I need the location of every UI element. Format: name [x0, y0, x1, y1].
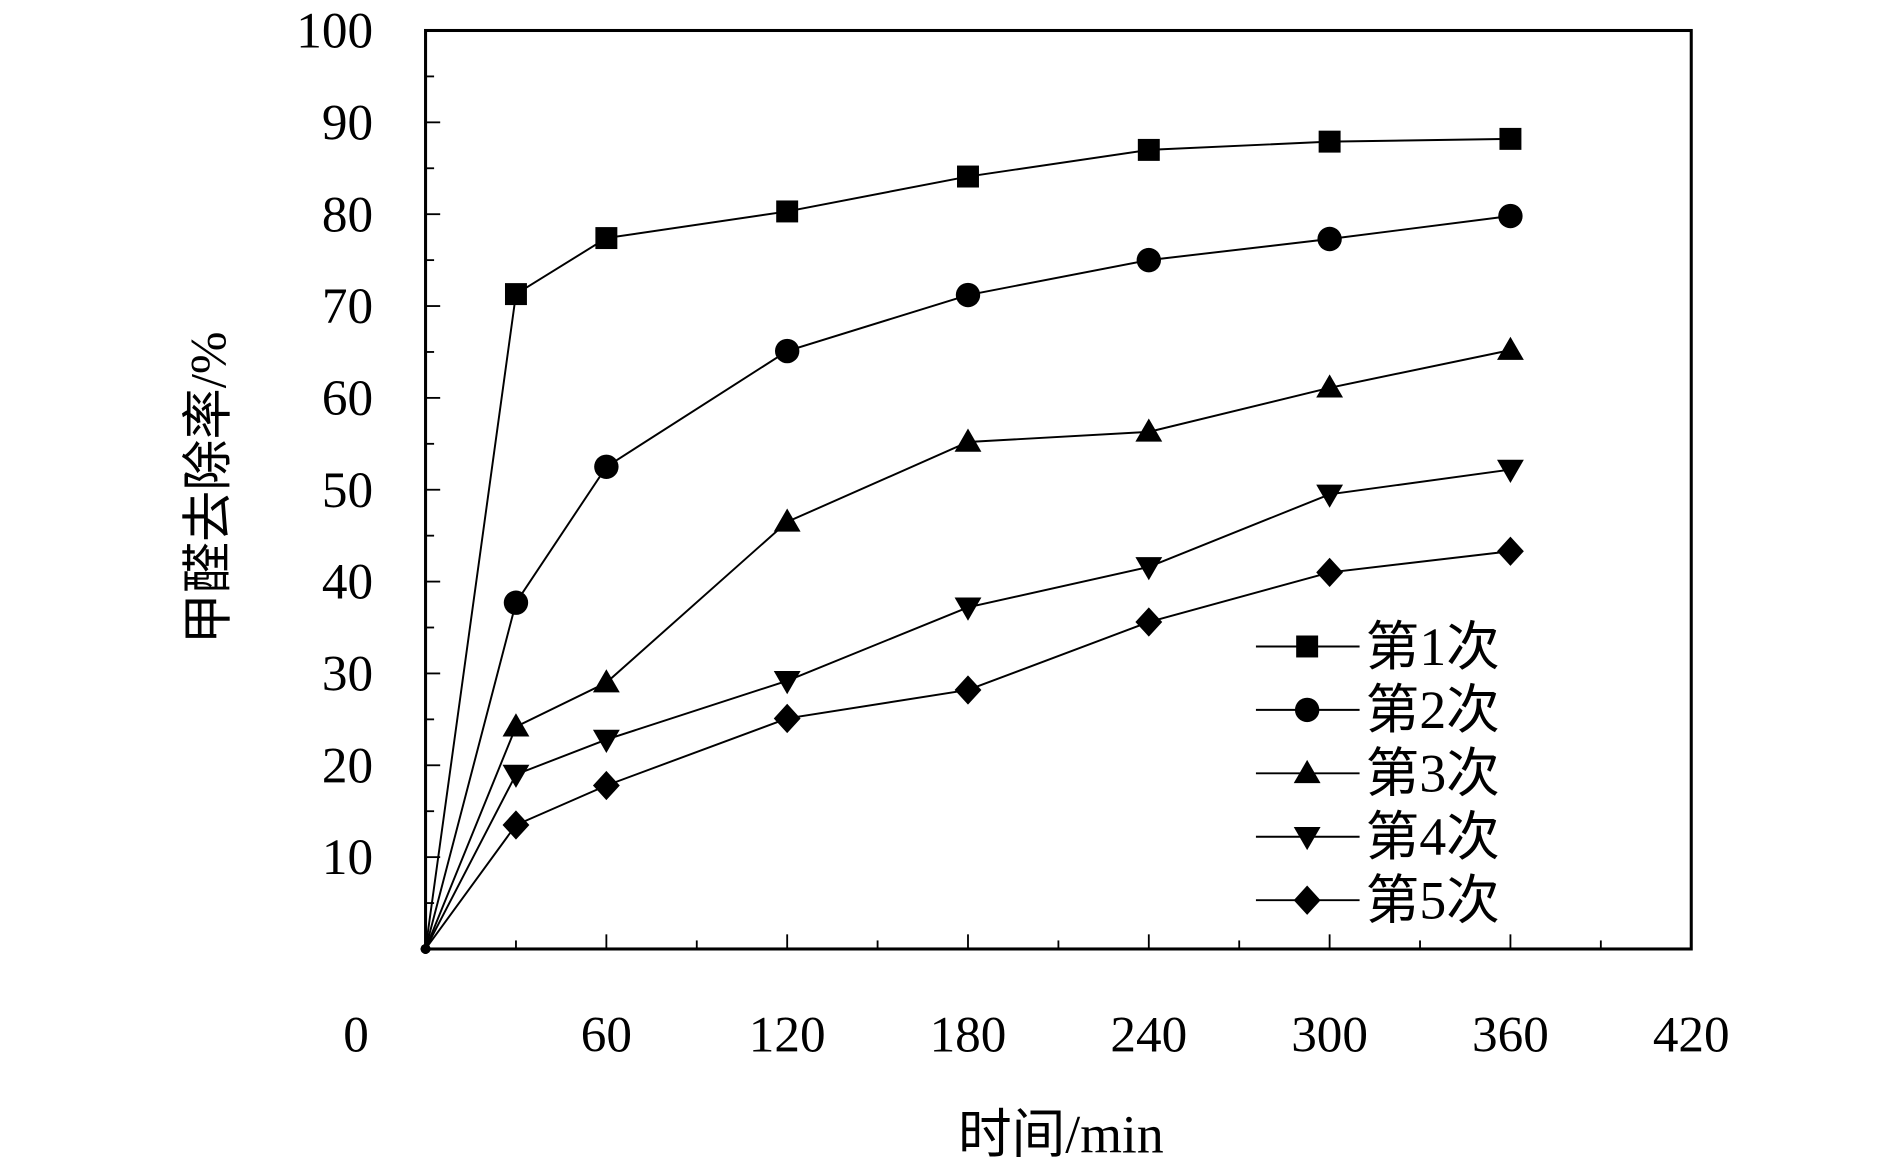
- legend-marker: [1296, 635, 1319, 658]
- data-point: [1316, 484, 1344, 508]
- series-3: [420, 336, 1524, 954]
- data-point: [776, 200, 799, 223]
- y-tick-label: 40: [322, 554, 373, 611]
- data-point: [1499, 127, 1522, 150]
- data-point: [502, 810, 530, 840]
- data-point: [1135, 557, 1163, 581]
- legend-label: 第2次: [1366, 680, 1500, 740]
- x-tick-label: 300: [1291, 1006, 1368, 1063]
- x-axis-label: 时间/min: [958, 1105, 1164, 1160]
- data-point: [1497, 536, 1524, 566]
- series-4: [420, 459, 1524, 954]
- y-tick-label: 30: [322, 646, 373, 703]
- plot-frame: [424, 28, 1693, 951]
- y-axis-label: 甲醛去除率/%: [181, 331, 238, 644]
- y-tick-label: 90: [322, 94, 373, 151]
- data-point: [1137, 138, 1160, 161]
- data-point: [1316, 374, 1344, 398]
- legend-label: 第5次: [1366, 870, 1500, 930]
- data-point: [592, 729, 620, 753]
- data-point: [1318, 130, 1341, 153]
- x-tick-label: 0: [343, 1006, 369, 1063]
- data-point: [1498, 203, 1523, 229]
- data-point: [955, 282, 981, 308]
- legend-item: 第5次: [1255, 870, 1500, 930]
- legend-marker: [1293, 827, 1321, 851]
- data-point: [1136, 247, 1161, 273]
- series-2: [420, 203, 1523, 954]
- data-point: [1316, 557, 1344, 588]
- data-point: [1135, 418, 1163, 442]
- data-point: [595, 227, 618, 250]
- series-line: [424, 137, 1511, 950]
- y-tick-label: 10: [322, 829, 373, 886]
- x-tick-label: 120: [749, 1006, 826, 1063]
- data-point: [592, 770, 620, 801]
- data-point: [773, 671, 801, 695]
- y-tick-label: 100: [296, 3, 373, 60]
- legend-item: 第2次: [1255, 680, 1500, 740]
- x-tick-label: 180: [930, 1006, 1007, 1063]
- data-point: [1317, 226, 1342, 252]
- legend-label: 第3次: [1366, 744, 1500, 804]
- legend-label: 第1次: [1366, 617, 1500, 677]
- y-tick-label: 80: [322, 186, 373, 243]
- legend-item: 第3次: [1255, 744, 1500, 804]
- data-point: [1135, 607, 1163, 637]
- data-point: [954, 428, 982, 452]
- x-tick-label: 240: [1110, 1006, 1187, 1063]
- x-tick-label: 60: [581, 1006, 632, 1063]
- series-line: [424, 468, 1511, 950]
- data-point: [773, 508, 801, 532]
- data-point: [774, 338, 800, 364]
- y-tick-label: 70: [322, 278, 373, 335]
- data-point: [592, 669, 620, 693]
- data-point: [1497, 336, 1524, 360]
- data-point: [502, 713, 530, 737]
- legend-marker: [1293, 759, 1321, 784]
- y-tick-label: 60: [322, 370, 373, 427]
- data-point: [503, 590, 529, 615]
- data-point: [954, 597, 982, 621]
- data-point: [502, 764, 530, 788]
- y-tick-label: 20: [322, 737, 373, 794]
- legend-marker: [1294, 697, 1320, 723]
- series-line: [424, 550, 1511, 950]
- data-point: [957, 165, 979, 188]
- x-tick-label: 360: [1472, 1006, 1549, 1063]
- data-point: [1497, 459, 1524, 483]
- series-line: [424, 349, 1511, 950]
- series-line: [424, 215, 1511, 950]
- data-point: [504, 283, 527, 306]
- data-point: [420, 944, 431, 954]
- x-tick-label: 420: [1653, 1006, 1730, 1063]
- data-point: [773, 703, 801, 734]
- legend-label: 第4次: [1366, 807, 1500, 867]
- legend-marker: [1293, 885, 1321, 915]
- legend-item: 第1次: [1255, 617, 1500, 677]
- data-point: [954, 675, 982, 705]
- y-tick-label: 50: [322, 462, 373, 519]
- legend-item: 第4次: [1255, 807, 1500, 867]
- series-1: [420, 127, 1522, 954]
- data-point: [594, 454, 619, 479]
